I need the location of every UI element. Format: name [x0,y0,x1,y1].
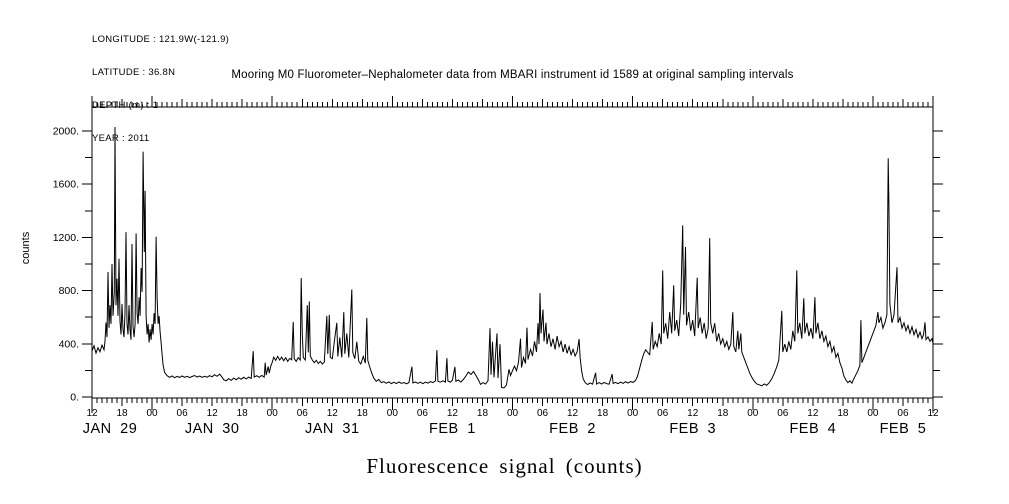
x-hour-label: 00 [147,408,159,419]
x-hour-label: 06 [657,408,669,419]
x-hour-label: 00 [267,408,279,419]
x-hour-label: 00 [507,408,519,419]
x-hour-label: 00 [867,408,879,419]
x-hour-label: 06 [417,408,429,419]
y-tick-label: 0. [70,392,79,404]
y-tick-label: 1600. [53,179,79,191]
x-hour-label: 06 [537,408,549,419]
series-line-fluorescence [91,126,934,389]
x-date-label: FEB 3 [669,421,716,437]
x-hour-label: 06 [177,408,189,419]
x-date-label: FEB 1 [429,421,476,437]
y-tick-label: 2000. [53,126,79,138]
x-hour-label: 06 [897,408,909,419]
x-hour-label: 06 [777,408,789,419]
x-hour-label: 12 [447,408,459,419]
x-hour-label: 00 [627,408,639,419]
x-hour-label: 12 [687,408,699,419]
metadata-year: YEAR : 2011 [92,133,150,144]
plot-frame [91,106,934,399]
chart-title: Mooring M0 Fluorometer–Nephalometer data… [231,69,794,81]
x-date-label: FEB 4 [789,421,836,437]
metadata-depth: DEPTH (m) : 1 [92,100,159,111]
y-tick-label: 1200. [53,232,79,244]
metadata-latitude: LATITUDE : 36.8N [92,67,176,78]
x-hour-label: 12 [207,408,219,419]
x-hour-label: 12 [927,408,939,419]
x-hour-label: 12 [327,408,339,419]
y-tick-label: 800. [59,285,79,297]
x-hour-label: 18 [116,408,128,419]
x-hour-label: 12 [567,408,579,419]
x-hour-label: 18 [837,408,849,419]
y-tick-label: 400. [59,338,79,350]
x-hour-label: 18 [717,408,729,419]
x-hour-label: 18 [597,408,609,419]
x-hour-label: 06 [297,408,309,419]
metadata-longitude: LONGITUDE : 121.9W(-121.9) [92,34,230,45]
x-hour-label: 18 [237,408,249,419]
x-date-label: JAN 29 [83,421,138,437]
x-hour-label: 00 [747,408,759,419]
x-date-label: JAN 31 [305,421,360,437]
x-hour-label: 18 [357,408,369,419]
x-hour-label: 00 [387,408,399,419]
x-date-label: FEB 2 [549,421,596,437]
x-axis-title: Fluorescence signal (counts) [366,454,643,478]
x-date-label: FEB 5 [880,421,927,437]
metadata-block: LONGITUDE : 121.9W(-121.9) LATITUDE : 36… [92,12,229,166]
x-hour-label: 12 [86,408,98,419]
x-hour-label: 18 [477,408,489,419]
x-date-label: JAN 30 [185,421,240,437]
x-hour-label: 12 [807,408,819,419]
